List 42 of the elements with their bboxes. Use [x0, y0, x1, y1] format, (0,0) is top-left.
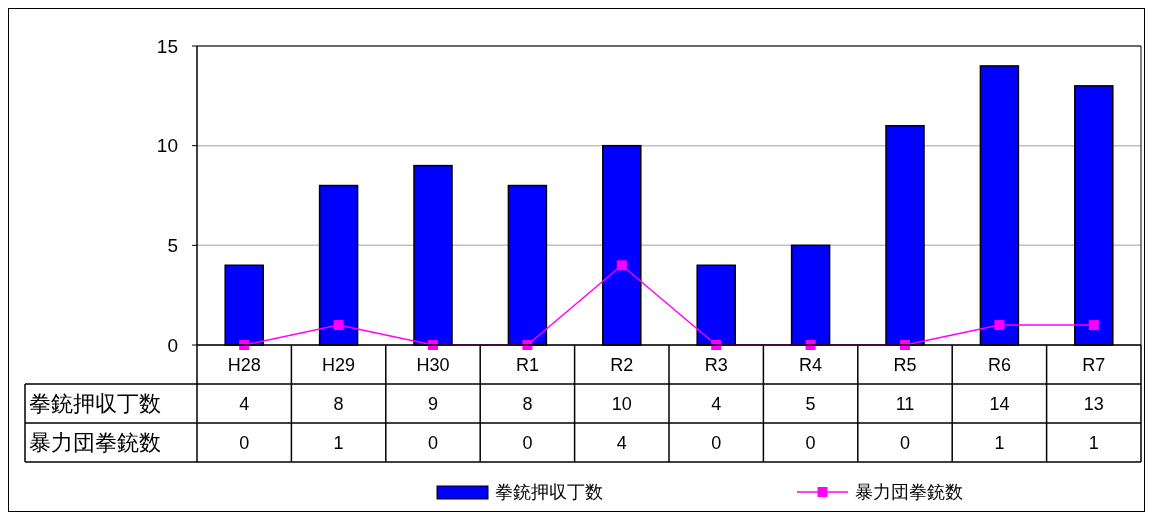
- x-tick-label: R5: [893, 354, 917, 375]
- y-tick-label: 15: [156, 35, 178, 57]
- data-label: 14: [989, 393, 1010, 414]
- data-label: 1: [1088, 432, 1099, 453]
- data-label: 8: [522, 393, 533, 414]
- point: [994, 320, 1005, 331]
- x-tick-label: H28: [227, 354, 261, 375]
- data-label: 1: [994, 432, 1005, 453]
- x-tick-label: R2: [610, 354, 634, 375]
- data-label: 4: [239, 393, 250, 414]
- data-label: 0: [239, 432, 250, 453]
- y-tick-label: 0: [167, 334, 178, 356]
- y-tick-label: 5: [167, 234, 178, 256]
- data-label: 10: [611, 393, 632, 414]
- data-label: 0: [427, 432, 439, 453]
- x-tick-label: H29: [322, 354, 356, 375]
- legend-label: 拳銃押収丁数: [495, 482, 603, 502]
- data-label: 8: [333, 393, 344, 414]
- point: [616, 260, 627, 271]
- text: 暴力団拳銃数: [29, 430, 161, 455]
- x-tick-label: R4: [799, 354, 823, 375]
- data-label: 1: [333, 432, 344, 453]
- data-label: 4: [711, 393, 722, 414]
- data-label: 0: [711, 432, 722, 453]
- point: [1088, 320, 1099, 331]
- x-tick-label: R3: [704, 354, 728, 375]
- x-tick-label: R6: [987, 354, 1011, 375]
- text: 拳銃押収丁数: [29, 391, 161, 416]
- x-tick-label: R1: [515, 354, 539, 375]
- data-label: 0: [522, 432, 533, 453]
- data-label: 9: [427, 393, 439, 414]
- y-tick-label: 10: [156, 135, 178, 157]
- x-tick-label: H30: [416, 354, 450, 375]
- data-label: 5: [805, 393, 816, 414]
- x-tick-label: R7: [1082, 354, 1106, 375]
- data-label: 0: [805, 432, 816, 453]
- data-label: 0: [899, 432, 911, 453]
- point: [333, 320, 344, 331]
- legend-label: 暴力団拳銃数: [855, 482, 963, 502]
- data-label: 4: [616, 432, 627, 453]
- data-label: 11: [895, 393, 915, 414]
- data-label: 13: [1083, 393, 1104, 414]
